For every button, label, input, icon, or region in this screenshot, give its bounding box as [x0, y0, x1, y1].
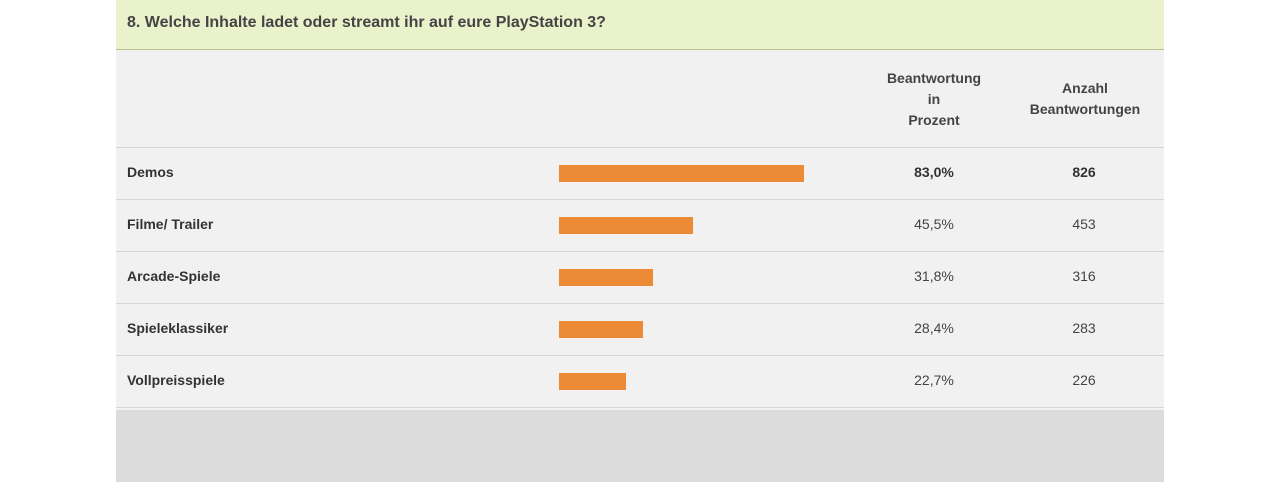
result-bar: [559, 165, 804, 182]
result-bar: [559, 217, 693, 234]
count-value: 283: [1072, 320, 1096, 336]
count-column-header: Anzahl Beantwortungen: [1010, 78, 1160, 120]
count-value: 453: [1072, 216, 1096, 232]
count-header-line: Beantwortungen: [1029, 101, 1141, 117]
percent-column-header: Beantwortung in Prozent: [868, 68, 1000, 131]
count-value: 826: [1072, 164, 1096, 180]
count-header-line: Anzahl: [1062, 80, 1108, 96]
survey-panel: 8. Welche Inhalte ladet oder streamt ihr…: [116, 0, 1164, 482]
results-table: Beantwortung in Prozent Anzahl Beantwort…: [116, 50, 1164, 410]
answer-label: Arcade-Spiele: [127, 268, 221, 284]
table-row: Filme/ Trailer 45,5% 453: [116, 200, 1164, 252]
count-value: 316: [1072, 268, 1096, 284]
table-row: Demos 83,0% 826: [116, 148, 1164, 200]
result-bar: [559, 321, 643, 338]
question-header: 8. Welche Inhalte ladet oder streamt ihr…: [116, 0, 1164, 50]
result-bar: [559, 269, 653, 286]
percent-value: 22,7%: [914, 372, 954, 388]
answer-label: Demos: [127, 164, 174, 180]
table-row: Vollpreisspiele 22,7% 226: [116, 356, 1164, 408]
result-bar: [559, 373, 626, 390]
table-header-row: Beantwortung in Prozent Anzahl Beantwort…: [116, 50, 1164, 148]
percent-value: 45,5%: [914, 216, 954, 232]
percent-header-line: in: [927, 91, 941, 107]
answer-label: Filme/ Trailer: [127, 216, 214, 232]
answer-label: Vollpreisspiele: [127, 372, 225, 388]
table-row: Spieleklassiker 28,4% 283: [116, 304, 1164, 356]
count-value: 226: [1072, 372, 1096, 388]
percent-header-line: Beantwortung: [886, 70, 982, 86]
answer-label: Spieleklassiker: [127, 320, 229, 336]
table-row: Arcade-Spiele 31,8% 316: [116, 252, 1164, 304]
percent-value: 31,8%: [914, 268, 954, 284]
percent-value: 83,0%: [914, 164, 954, 180]
percent-header-line: Prozent: [908, 112, 960, 128]
question-title: 8. Welche Inhalte ladet oder streamt ihr…: [127, 14, 606, 31]
percent-value: 28,4%: [914, 320, 954, 336]
